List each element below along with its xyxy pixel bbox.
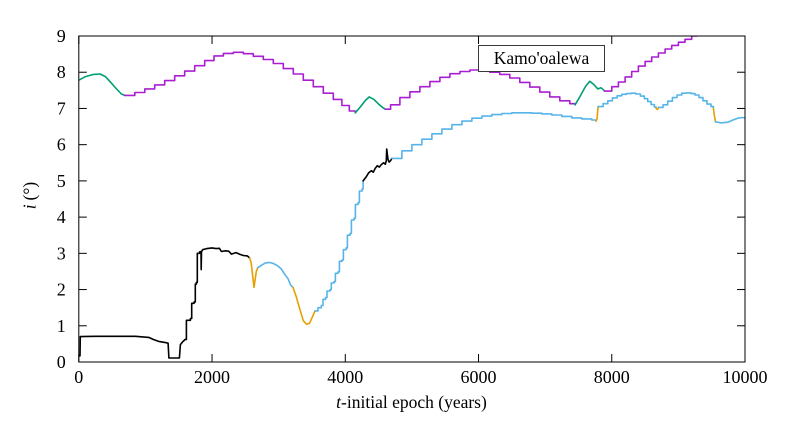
series-segment-black-1c	[198, 247, 251, 271]
y-tick-label: 2	[57, 280, 66, 300]
y-tick-label: 4	[57, 207, 66, 227]
x-axis-label-italic-part: t	[336, 392, 342, 412]
plot-border	[78, 35, 746, 363]
series-segment-orange-4	[655, 106, 660, 111]
series-segment-black-1b	[184, 251, 201, 341]
y-tick-label: 6	[57, 135, 66, 155]
series-segment-magenta-1	[124, 51, 357, 114]
x-tick-label: 0	[74, 367, 83, 387]
series-segment-orange-5	[712, 107, 717, 123]
series-segment-blue-5	[657, 92, 715, 110]
series-segment-green-1	[78, 73, 126, 97]
x-tick-label: 4000	[327, 367, 363, 387]
series-segment-blue-6	[714, 116, 746, 124]
y-tick-label: 1	[57, 316, 66, 336]
series-segment-orange-2	[292, 286, 316, 326]
x-axis-label-rest: -initial epoch (years)	[341, 392, 487, 412]
y-tick-label: 7	[57, 98, 66, 118]
series-segment-magenta-3	[603, 36, 698, 92]
series-segment-black-2	[362, 148, 393, 182]
y-tick-label: 3	[57, 243, 66, 263]
x-tick-label: 2000	[194, 367, 230, 387]
series-segment-blue-4	[597, 92, 657, 110]
series-segment-orange-3	[595, 105, 599, 122]
series-segment-orange-1	[248, 257, 259, 289]
legend-label: Kamo'oalewa	[493, 48, 590, 68]
y-tick-label: 8	[57, 62, 66, 82]
series-segment-black-1a	[78, 335, 186, 359]
x-tick-label: 10000	[723, 367, 768, 387]
series-segment-green-3	[574, 80, 606, 106]
series-segment-green-2	[354, 96, 387, 114]
x-tick-label: 6000	[461, 367, 497, 387]
y-axis-label-rest: (°)	[19, 181, 40, 201]
y-tick-label: 5	[57, 171, 66, 191]
series-segment-blue-1	[256, 261, 294, 289]
series-segment-magenta-2	[384, 69, 576, 110]
series-segment-blue-2	[314, 180, 364, 312]
x-tick-label: 8000	[594, 367, 630, 387]
y-tick-label: 0	[57, 352, 66, 372]
y-axis-label: i (°)	[20, 154, 41, 238]
series-segment-blue-3	[391, 112, 597, 160]
legend-box: Kamo'oalewa	[478, 45, 605, 72]
y-axis-label-italic-part: i	[19, 204, 40, 210]
y-tick-label: 9	[57, 26, 66, 46]
x-axis-label: t-initial epoch (years)	[78, 392, 745, 413]
